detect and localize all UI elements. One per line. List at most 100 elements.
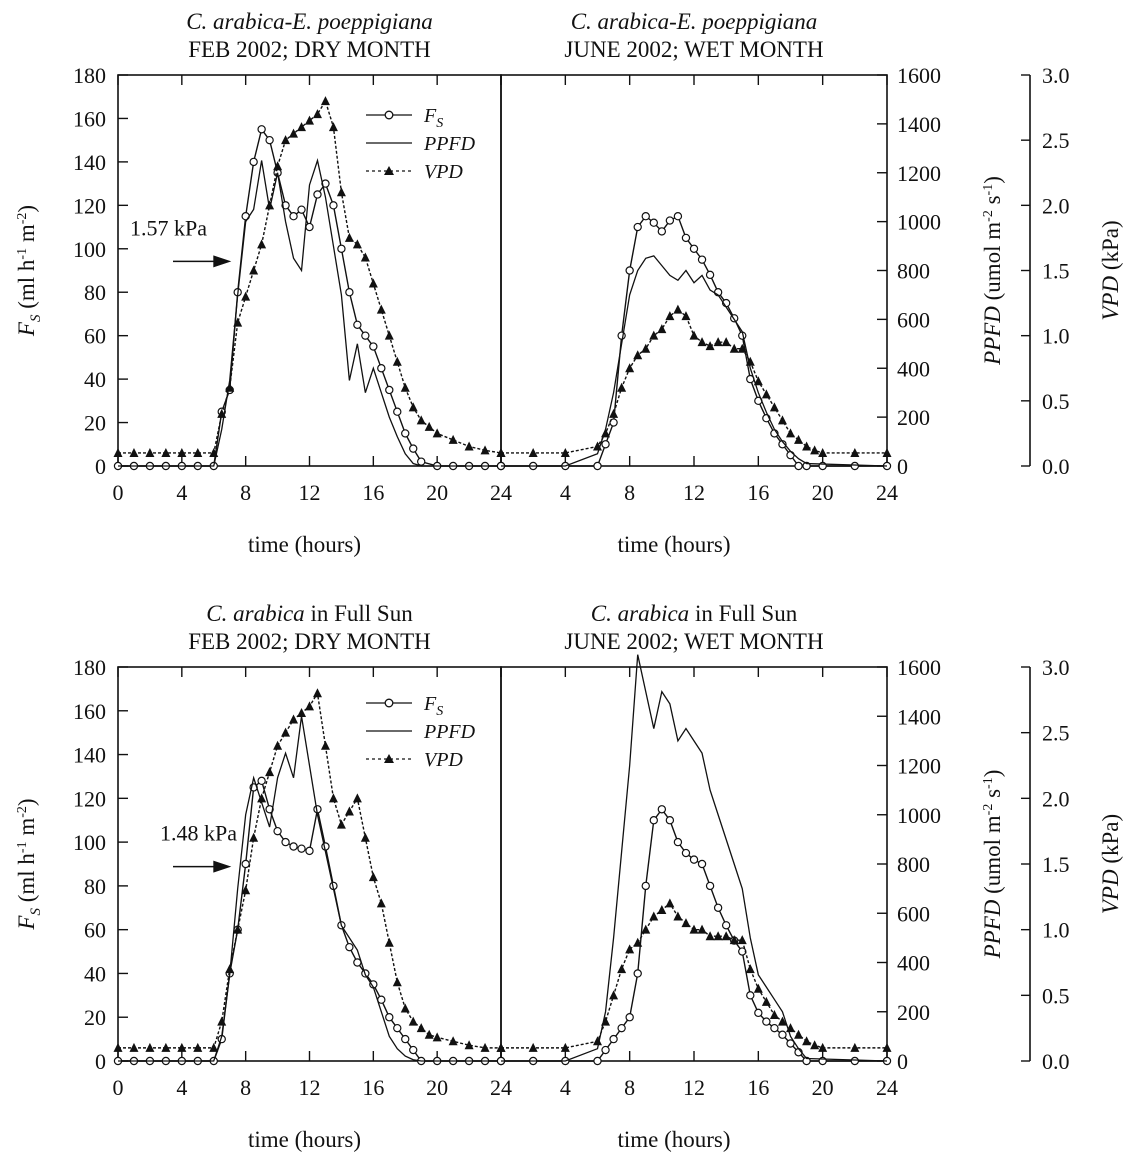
vpd-point — [384, 937, 394, 947]
x-tick-label: 12 — [299, 1075, 321, 1100]
vpd-point — [649, 330, 659, 340]
vpd-point — [249, 265, 259, 275]
y-axis-label-right: PPFD (umol m-2 s-1) — [980, 176, 1005, 366]
fs-point — [609, 1034, 618, 1044]
fs-point — [705, 881, 715, 891]
fs-point — [617, 331, 626, 340]
vpd-point — [480, 445, 490, 455]
vpd-point — [713, 337, 723, 347]
x-tick-label: 20 — [812, 1075, 834, 1100]
vpd-point — [721, 931, 731, 941]
fs-point — [794, 461, 803, 471]
fs-point — [289, 211, 298, 221]
vpd-point — [665, 311, 675, 321]
vpd-point — [729, 343, 739, 353]
vpd-point — [225, 964, 235, 974]
vpd-point — [769, 402, 779, 412]
vpd-point — [745, 356, 755, 366]
vpd-point — [416, 415, 426, 425]
vpd-point — [305, 115, 314, 125]
vpd-point — [273, 161, 283, 171]
y-tick-label-right: 1400 — [897, 704, 941, 729]
y-tick-label-left: 20 — [84, 1005, 106, 1030]
y-tick-label-right: 1200 — [897, 161, 941, 186]
y-tick-label-right: 1000 — [897, 803, 941, 828]
legend-label-vpd: VPD — [424, 161, 463, 183]
x-axis-label: time (hours) — [248, 532, 361, 557]
fs-point — [409, 444, 418, 453]
fs-point — [633, 222, 642, 232]
vpd-point — [312, 688, 322, 698]
vpd-point — [657, 904, 667, 914]
series-line-ppfd — [501, 654, 888, 1062]
vpd-point — [225, 382, 235, 392]
x-tick-label: 16 — [747, 1075, 769, 1100]
vpd-point — [297, 122, 307, 132]
vpd-point — [737, 935, 747, 945]
fs-point — [281, 837, 290, 847]
fs-point — [393, 1023, 402, 1033]
vpd-point — [649, 911, 659, 921]
title-species: C. arabica-E. poeppigiana — [571, 9, 818, 34]
y-tick-label-left: 160 — [73, 106, 106, 131]
vpd-tick-label: 0.5 — [1042, 389, 1070, 414]
fs-point — [689, 855, 699, 864]
series-line-ppfd — [118, 158, 501, 467]
vpd-point — [593, 441, 602, 451]
vpd-point — [464, 1040, 474, 1050]
vpd-point — [368, 872, 378, 882]
fs-point — [721, 921, 731, 930]
vpd-point — [392, 356, 402, 366]
panel-title-line2: FEB 2002; DRY MONTH — [188, 37, 431, 62]
y-tick-label-left: 160 — [73, 699, 106, 724]
vpd-point — [432, 428, 442, 438]
vpd-point — [424, 421, 434, 431]
vpd-point — [560, 1042, 570, 1052]
vpd-point — [777, 415, 787, 425]
fs-point — [617, 1023, 626, 1033]
x-axis-label: time (hours) — [248, 1127, 361, 1152]
fs-point — [778, 1030, 787, 1039]
vpd-point — [217, 1016, 227, 1026]
x-tick-label: 4 — [560, 480, 571, 505]
fs-point — [385, 385, 394, 395]
vpd-point — [113, 1042, 123, 1052]
fs-point — [697, 255, 707, 264]
vpd-point — [408, 1016, 418, 1026]
vpd-point — [432, 1032, 442, 1042]
fs-point — [850, 1056, 860, 1066]
vpd-tick-label: 1.0 — [1042, 918, 1070, 943]
legend-label-vpd: VPD — [424, 749, 463, 771]
vpd-point — [633, 937, 643, 947]
fs-point — [689, 244, 699, 253]
y-tick-label-left: 120 — [73, 786, 106, 811]
fs-point — [601, 1045, 610, 1055]
vpd-point — [360, 252, 370, 262]
vpd-point — [400, 1003, 410, 1013]
x-tick-label: 20 — [426, 480, 448, 505]
legend-triangle-marker — [384, 754, 394, 763]
vpd-point — [193, 447, 203, 457]
vpd-point — [145, 447, 155, 457]
y-tick-label-left: 20 — [84, 411, 106, 436]
fs-point — [257, 776, 266, 786]
vpd-tick-label: 2.5 — [1042, 721, 1070, 746]
fs-point — [746, 991, 755, 1000]
vpd-point — [601, 428, 611, 438]
fs-point — [385, 1013, 394, 1022]
fs-point — [649, 816, 658, 825]
fs-point — [377, 364, 386, 373]
vpd-point — [376, 304, 386, 314]
y-tick-label-right: 800 — [897, 259, 930, 284]
series-line-vpd — [118, 99, 502, 454]
vpd-point — [810, 445, 820, 455]
fs-point — [401, 1034, 410, 1044]
vpd-point — [689, 924, 699, 934]
vpd-tick-label: 1.0 — [1042, 324, 1070, 349]
y-tick-label-right: 600 — [897, 901, 930, 926]
series-line-ppfd — [501, 255, 888, 467]
vpd-point — [336, 187, 346, 197]
vpd-point — [593, 1036, 602, 1046]
vpd-point — [209, 447, 219, 457]
vpd-point — [233, 317, 243, 327]
